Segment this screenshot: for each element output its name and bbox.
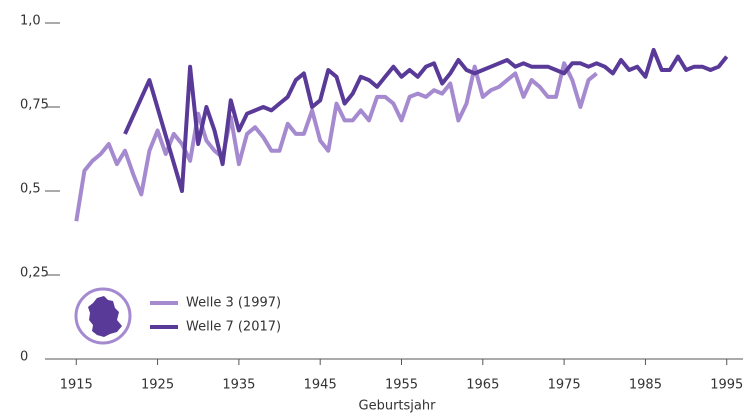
y-tick-label: 0,5: [20, 182, 41, 197]
y-tick-label: 0: [20, 350, 28, 365]
y-tick-label: 0,25: [20, 266, 49, 281]
x-tick-label: 1965: [466, 378, 499, 393]
germany-map: [88, 296, 122, 337]
series-line: [74, 61, 598, 222]
x-tick-label: 1945: [304, 378, 337, 393]
legend-label: Welle 7 (2017): [186, 320, 281, 335]
x-tick-label: 1955: [385, 378, 418, 393]
y-tick-label: 1,0: [20, 14, 41, 29]
x-tick-label: 1935: [222, 378, 255, 393]
x-tick-label: 1925: [141, 378, 174, 393]
y-tick-label: 0,75: [20, 98, 49, 113]
series-line: [123, 47, 729, 193]
legend-icon: [74, 287, 132, 345]
legend-label: Welle 3 (1997): [186, 296, 281, 311]
x-tick-label: 1915: [60, 378, 93, 393]
x-axis-label: Geburtsjahr: [359, 399, 437, 414]
x-tick-label: 1975: [548, 378, 581, 393]
x-tick-label: 1995: [710, 378, 743, 393]
x-tick-label: 1985: [629, 378, 662, 393]
